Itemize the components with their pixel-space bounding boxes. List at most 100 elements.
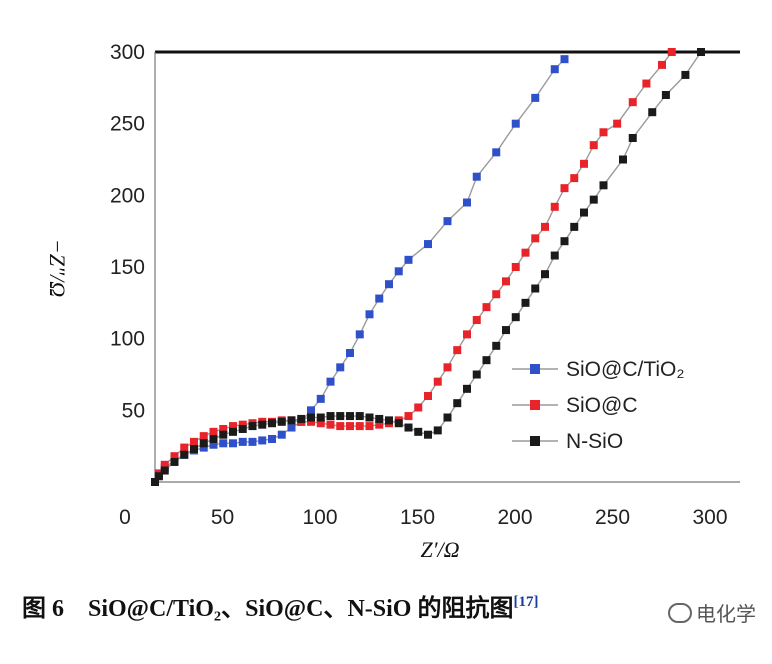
data-point <box>560 184 569 193</box>
data-point <box>511 313 520 322</box>
data-point <box>560 55 569 64</box>
data-point <box>394 267 403 276</box>
x-tick-label: 200 <box>497 506 532 529</box>
data-point <box>375 414 384 423</box>
data-point <box>180 443 189 452</box>
data-point <box>443 217 452 226</box>
data-point <box>404 412 413 421</box>
data-point <box>199 432 208 441</box>
legend: SiO@C/TiO₂ SiO@C N-SiO <box>512 358 685 453</box>
data-point <box>589 195 598 204</box>
data-point <box>414 427 423 436</box>
legend-item: SiO@C/TiO₂ <box>512 358 685 381</box>
data-point <box>433 426 442 435</box>
data-point <box>463 198 471 207</box>
data-point <box>599 128 608 137</box>
data-point <box>492 341 501 350</box>
data-point <box>453 346 462 355</box>
series-1 <box>151 55 569 486</box>
y-tick-label: 50 <box>122 399 145 422</box>
data-point <box>541 222 549 231</box>
data-point <box>229 422 237 431</box>
data-point <box>424 430 432 439</box>
data-point <box>219 430 228 439</box>
data-point <box>336 363 345 372</box>
data-point <box>365 422 374 431</box>
series-line <box>154 51 673 483</box>
data-point <box>326 420 335 429</box>
watermark-text: 电化学 <box>696 602 756 626</box>
data-point <box>511 119 520 128</box>
data-point <box>316 394 325 403</box>
data-point <box>463 384 471 393</box>
y-tick-label: 250 <box>110 113 145 136</box>
data-point <box>681 70 690 79</box>
data-point <box>550 65 559 74</box>
data-point <box>287 416 296 425</box>
data-point <box>365 310 374 319</box>
data-point <box>238 420 247 429</box>
data-point <box>404 255 413 264</box>
data-point <box>268 435 276 443</box>
data-point <box>648 108 657 117</box>
legend-label: SiO@C <box>566 394 638 417</box>
series-3 <box>151 48 705 486</box>
data-point <box>424 240 432 249</box>
plot-frame <box>154 50 740 483</box>
data-point <box>170 457 179 466</box>
x-axis-title: Z′/Ω <box>420 537 459 562</box>
data-point <box>482 356 491 365</box>
data-point <box>229 439 237 448</box>
data-point <box>316 413 325 422</box>
data-point <box>277 430 286 439</box>
data-point <box>238 424 247 433</box>
data-point <box>541 270 549 279</box>
y-tick-label: 200 <box>110 184 145 207</box>
x-tick-label: 50 <box>211 506 234 529</box>
data-point <box>219 424 228 433</box>
data-point <box>160 460 169 469</box>
data-point <box>472 172 481 181</box>
data-point <box>521 298 530 307</box>
data-point <box>453 399 462 408</box>
data-point <box>277 417 286 426</box>
data-point <box>346 412 354 421</box>
data-point <box>550 251 559 260</box>
data-point <box>580 159 588 168</box>
x-tick-labels: 0 50 100 150 200 250 300 <box>119 506 727 529</box>
y-tick-labels: 50 100 150 200 250 300 <box>110 41 145 422</box>
watermark: 电化学 <box>668 598 756 627</box>
caption-label: 图 6 <box>22 596 64 622</box>
data-point <box>365 413 374 422</box>
data-point <box>628 134 637 142</box>
data-point <box>336 422 345 431</box>
data-point <box>433 377 442 386</box>
data-point <box>531 93 540 102</box>
data-point <box>258 420 267 429</box>
data-point <box>385 416 393 425</box>
y-tick-label: 150 <box>110 256 145 279</box>
data-point <box>248 422 257 431</box>
data-point <box>307 406 315 415</box>
data-point <box>219 439 228 448</box>
data-point <box>307 417 315 426</box>
x-tick-label: 100 <box>302 506 337 529</box>
legend-item: SiO@C <box>512 394 638 417</box>
data-point <box>258 436 267 445</box>
data-point <box>209 427 218 436</box>
data-point <box>492 290 501 299</box>
data-series <box>151 48 705 486</box>
data-point <box>511 263 520 271</box>
data-point <box>521 248 530 257</box>
data-point <box>642 79 651 88</box>
legend-marker <box>530 364 540 374</box>
data-point <box>268 419 276 428</box>
data-point <box>326 377 335 386</box>
data-point <box>463 330 471 339</box>
caption-reference: [17] <box>513 594 539 610</box>
data-point <box>628 98 637 107</box>
data-point <box>326 412 335 421</box>
data-point <box>199 443 208 452</box>
data-point <box>443 413 452 422</box>
data-point <box>316 419 325 428</box>
